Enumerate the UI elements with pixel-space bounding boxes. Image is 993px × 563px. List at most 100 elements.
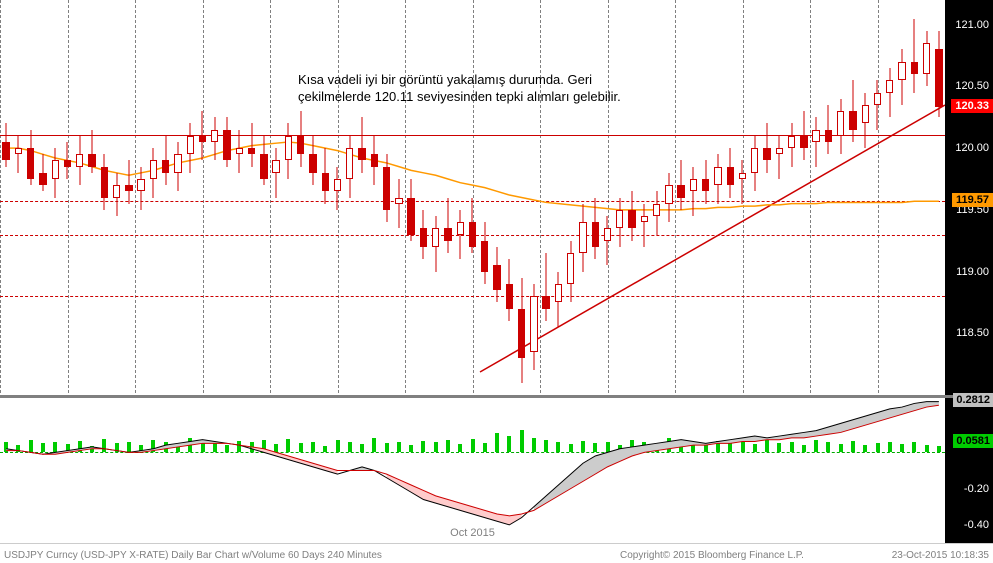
candle [825,0,832,395]
candle [223,0,230,395]
candle [211,0,218,395]
candle [898,0,905,395]
candle [837,0,844,395]
candle [334,0,341,395]
candle [628,0,635,395]
candle [297,0,304,395]
candle [714,0,721,395]
candle [383,0,390,395]
candle [27,0,34,395]
signal-value-label: 0.0581 [953,434,993,448]
candle [187,0,194,395]
candle [800,0,807,395]
y-tick: 120.00 [955,142,989,154]
candle [567,0,574,395]
candle [530,0,537,395]
chart-annotation: Kısa vadeli iyi bir görüntü yakalamış du… [298,72,621,106]
candle [457,0,464,395]
current-price-label: 120.33 [951,99,993,113]
candle [125,0,132,395]
candle [395,0,402,395]
indicator-y-axis: -0.40-0.200.28120.0581 [945,398,993,543]
candle [371,0,378,395]
candle [616,0,623,395]
candle [555,0,562,395]
indicator-y-tick: -0.20 [964,483,989,495]
candle [407,0,414,395]
candle [137,0,144,395]
candle [862,0,869,395]
candle [653,0,660,395]
candle [432,0,439,395]
candle [788,0,795,395]
candle [518,0,525,395]
candle [935,0,942,395]
y-tick: 119.00 [956,266,989,278]
candle [162,0,169,395]
copyright-label: Copyright© 2015 Bloomberg Finance L.P. [620,550,804,561]
candle [76,0,83,395]
candle [150,0,157,395]
candle [15,0,22,395]
y-tick: 121.00 [955,19,989,31]
ma-price-label: 119.57 [952,193,993,207]
candle [677,0,684,395]
candle [113,0,120,395]
price-y-axis: 118.50119.00119.50120.00120.50121.00120.… [945,0,993,395]
candle [2,0,9,395]
candle [444,0,451,395]
y-tick: 118.50 [956,327,989,339]
y-tick: 120.50 [955,80,989,92]
candle [776,0,783,395]
candle [690,0,697,395]
candle [481,0,488,395]
candle [236,0,243,395]
candle [469,0,476,395]
candle [174,0,181,395]
candle [285,0,292,395]
candle [272,0,279,395]
candle [542,0,549,395]
candle [641,0,648,395]
candle [592,0,599,395]
candle [88,0,95,395]
candle [739,0,746,395]
ticker-label: USDJPY Curncy (USD-JPY X-RATE) Daily Bar… [4,550,382,561]
candle [39,0,46,395]
candle [309,0,316,395]
indicator-y-tick: -0.40 [964,519,989,531]
candle [64,0,71,395]
timestamp-label: 23-Oct-2015 10:18:35 [892,550,989,561]
macd-value-label: 0.2812 [953,393,993,407]
candle [101,0,108,395]
candle [763,0,770,395]
x-month-label: Oct 2015 [450,527,495,539]
candle [874,0,881,395]
chart-container: Kısa vadeli iyi bir görüntü yakalamış du… [0,0,993,563]
candle [260,0,267,395]
candle [849,0,856,395]
candle [506,0,513,395]
candle [727,0,734,395]
candle [199,0,206,395]
candle [702,0,709,395]
candle [923,0,930,395]
candle [911,0,918,395]
candle [604,0,611,395]
footer: USDJPY Curncy (USD-JPY X-RATE) Daily Bar… [0,543,993,563]
macd-svg [0,398,945,543]
candle [886,0,893,395]
candle [665,0,672,395]
candle [579,0,586,395]
candle [493,0,500,395]
candle [358,0,365,395]
candle [248,0,255,395]
candle [420,0,427,395]
candle [322,0,329,395]
price-chart[interactable]: Kısa vadeli iyi bir görüntü yakalamış du… [0,0,945,395]
candle [52,0,59,395]
candle [751,0,758,395]
candle [812,0,819,395]
candle [346,0,353,395]
indicator-chart[interactable] [0,398,945,543]
